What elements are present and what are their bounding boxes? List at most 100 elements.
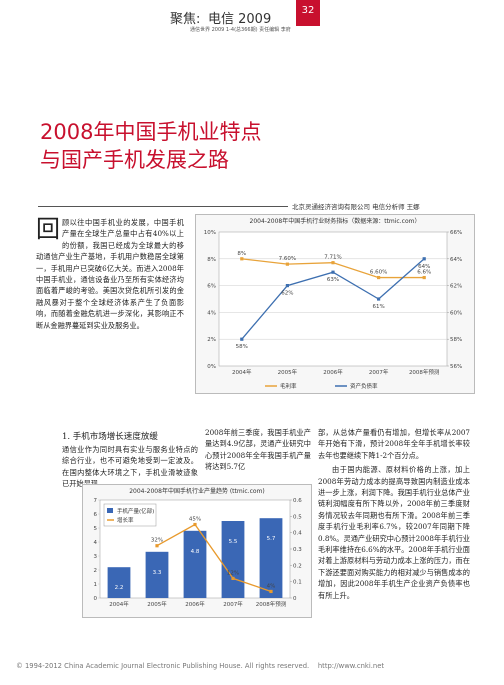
value-label: 6.6% [417, 270, 431, 276]
y-tick-label: 7 [94, 498, 98, 504]
y2-tick-label: 62% [450, 284, 462, 290]
y-tick-label: 5 [94, 526, 98, 532]
bar-value-label: 5.7 [267, 536, 276, 542]
y2-tick-label: 60% [450, 310, 462, 316]
point [422, 275, 426, 280]
intro: 回顾以往中国手机业的发展，中国手机产量在全球生产总量中占有40%以上的份额，我国… [36, 217, 184, 331]
value-label: 58% [236, 344, 248, 350]
bar [145, 551, 169, 598]
bar-value-label: 3.3 [153, 570, 162, 576]
article-title: 2008年中国手机业特点 与国产手机发展之路 [40, 118, 261, 174]
y2-tick-label: 0.2 [293, 563, 302, 569]
point [331, 261, 335, 265]
x-tick-label: 2004年 [109, 600, 129, 608]
legend-label: 毛利率 [280, 382, 297, 390]
point [231, 576, 235, 580]
value-label: 6.60% [370, 270, 387, 276]
x-tick-label: 2005年 [278, 368, 298, 376]
page-number: 32 [296, 0, 320, 26]
bar [183, 530, 207, 598]
y-tick-label: 1 [94, 582, 98, 588]
value-label: 4% [267, 583, 276, 589]
y2-tick-label: 56% [450, 364, 462, 370]
value-label: 8% [237, 251, 246, 257]
x-tick-label: 2008年预测 [409, 368, 440, 376]
intro-text: 顾以往中国手机业的发展，中国手机产量在全球生产总量中占有40%以上的份额，我国已… [36, 218, 184, 330]
value-label: 12% [227, 570, 239, 576]
y-tick-label: 6 [94, 512, 98, 518]
x-tick-label: 2004年 [232, 368, 252, 376]
y2-tick-label: 58% [450, 337, 462, 343]
author: 北京灵通经济咨询有限公司 电信分析师 王娜 [292, 203, 420, 211]
point [331, 270, 335, 274]
y-tick-label: 6% [207, 284, 216, 290]
section-label: 聚焦: [170, 12, 201, 27]
bar-value-label: 2.2 [115, 585, 124, 591]
y-tick-label: 4% [207, 310, 216, 316]
y-tick-label: 8% [207, 257, 216, 263]
y2-tick-label: 0.6 [293, 498, 302, 504]
chart-financial: 2004-2008年中国手机行业财务指标（数据来源：ttmic.com） 0% 2%… [195, 214, 475, 394]
topic-label: 电信 2009 [208, 12, 272, 27]
y2-tick-label: 0 [293, 596, 297, 602]
bar-value-label: 5.5 [229, 539, 238, 545]
paragraph: 由于国内能源、原材料价格的上涨，加上2008年劳动力成本的提高导致国内制造业成本… [318, 465, 470, 600]
section-text: 通信业作为同时具有实业与服务业特点的综合行业，也不可避免地受到一定波及。在国内整… [62, 445, 198, 489]
y-tick-label: 4 [94, 540, 98, 546]
line [156, 523, 272, 593]
point [377, 297, 381, 301]
point [240, 337, 244, 341]
y-tick-label: 0 [94, 596, 98, 602]
bar [221, 521, 245, 598]
y2-tick-label: 66% [450, 230, 462, 236]
legend-swatch [107, 508, 113, 513]
column-3: 部，从总体产量看仍有增加，但增长率从2007年开始有下滑，预计2008年全年手机… [318, 427, 470, 601]
value-label: 7.60% [279, 256, 296, 262]
y2-tick-label: 0.3 [293, 547, 302, 553]
x-tick-label: 2007年 [369, 368, 389, 376]
point [193, 522, 197, 527]
x-tick-label: 2006年 [323, 368, 343, 376]
y2-tick-label: 64% [450, 257, 462, 263]
y-tick-label: 2% [207, 337, 216, 343]
paragraph: 部，从总体产量看仍有增加，但增长率从2007年开始有下滑，预计2008年全年手机… [318, 428, 470, 460]
value-label: 7.71% [324, 255, 341, 261]
point [285, 262, 289, 266]
value-label: 45% [189, 517, 201, 523]
title-line: 与国产手机发展之路 [40, 148, 229, 172]
chart-output: 2004-2008年中国手机行业产量趋势 (ttmic.com) 0 1 2 3 4 5 6 7… [82, 484, 312, 618]
y-tick-label: 3 [94, 554, 98, 560]
y-tick-label: 2 [94, 568, 98, 574]
value-label: 32% [151, 538, 163, 544]
rule [38, 206, 288, 207]
point [269, 589, 273, 594]
column-2: 2008年前三季度，我国手机业产量达到4.9亿部，灵通产业研究中心预计2008年… [205, 428, 311, 472]
x-tick-label: 2007年 [223, 600, 243, 608]
header-sub: 通信世界 2009 1-4(总366期) 责任编辑 李府 [190, 27, 291, 33]
legend-label: 资产负债率 [350, 382, 378, 390]
value-label: 62% [281, 291, 293, 297]
bar [259, 518, 283, 598]
y2-tick-label: 0.5 [293, 514, 302, 520]
x-tick-label: 2006年 [185, 600, 205, 608]
legend-label: 手机产量(亿部) [117, 507, 154, 515]
point [285, 284, 289, 288]
point [240, 257, 244, 261]
legend-box [103, 503, 157, 527]
title-line: 2008年中国手机业特点 [40, 120, 262, 144]
bar-value-label: 4.8 [191, 549, 200, 555]
bar [107, 567, 131, 598]
x-tick-label: 2005年 [147, 600, 167, 608]
point [377, 275, 381, 280]
value-label: 63% [327, 277, 339, 283]
value-label: 61% [372, 304, 384, 310]
x-tick-label: 2008年预测 [256, 600, 287, 608]
y-tick-label: 0% [207, 364, 216, 370]
plot-area [218, 231, 448, 367]
point [155, 544, 159, 548]
section-heading: 1. 手机市场增长速度放缓 [62, 432, 158, 442]
point [422, 257, 426, 261]
value-label: 64% [418, 264, 430, 270]
chart-title: 2004-2008年中国手机行业产量趋势 (ttmic.com) [129, 487, 265, 495]
